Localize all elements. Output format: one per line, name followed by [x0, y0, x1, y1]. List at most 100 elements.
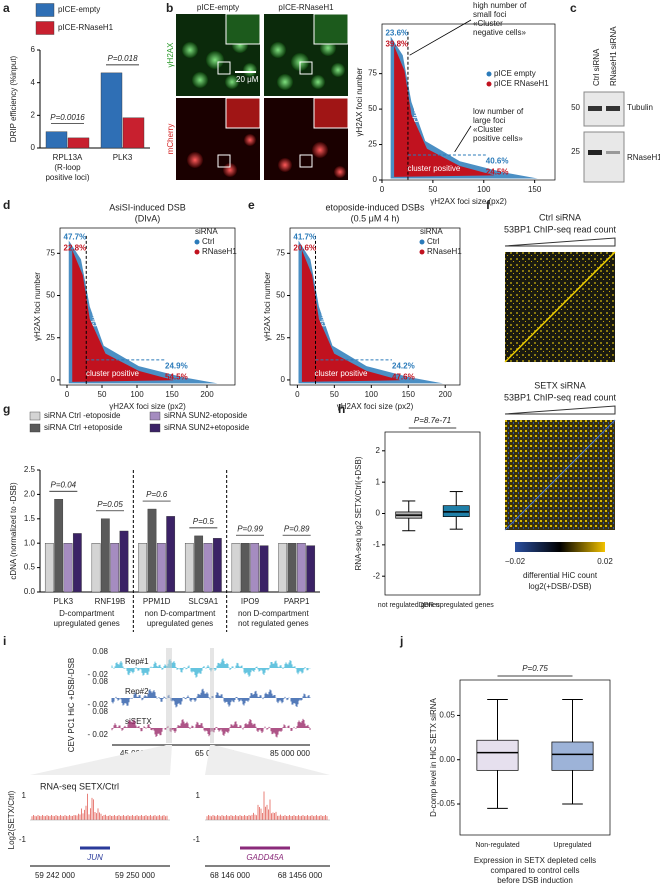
box: [476, 739, 519, 771]
heatmap-subtitle: 53BP1 ChIP-seq read count: [504, 392, 617, 402]
y-tick-label: 25: [276, 333, 285, 342]
x-tick-label: not regulated genes: [378, 602, 440, 609]
region-label: cluster positive: [407, 164, 460, 173]
callout-arrow: [454, 125, 472, 153]
legend-label: RNaseH1: [427, 247, 462, 256]
track-name: Rep#1: [125, 657, 149, 666]
y-axis-label: D-comp level in HiC SETX siRNA: [429, 697, 438, 816]
y-tick-label: 2: [376, 446, 381, 455]
track-tick: - 0.02: [88, 730, 109, 739]
callout-arrow: [409, 19, 472, 56]
bar: [203, 543, 213, 593]
x-tick-label: IPO9: [241, 597, 260, 606]
chart-subtitle: (0.5 μM 4 h): [351, 213, 400, 223]
bar: [119, 530, 129, 593]
panel-label: h: [338, 402, 345, 416]
bar: [72, 533, 82, 593]
zoom-tick: -1: [193, 835, 201, 844]
panel-label: c: [570, 1, 577, 15]
callout: low number of: [473, 107, 524, 116]
legend-swatch: [149, 423, 161, 433]
highlight: [166, 648, 172, 743]
y-axis-label: γH2AX foci number: [33, 272, 42, 341]
category-note: (R-loop: [54, 163, 81, 172]
bar: [147, 508, 157, 593]
row-label: mCherry: [166, 124, 175, 155]
y-tick-label: 2.5: [24, 465, 36, 474]
percentage: 39.8%: [385, 39, 408, 48]
point-cloud: [72, 249, 174, 382]
heatmap-title: SETX siRNA: [534, 380, 586, 390]
track-xtick: 85 000 000: [270, 749, 311, 758]
wedge: [504, 405, 616, 415]
legend-swatch: [29, 423, 41, 433]
x-tick-label: Upregulated: [553, 842, 591, 849]
legend-label: pICE empty: [494, 69, 536, 78]
group-label: non D-compartment: [238, 609, 309, 618]
percentage: 24.5%: [486, 167, 509, 176]
marker-label: 25: [571, 147, 580, 156]
plot-frame: [381, 23, 556, 181]
legend-marker: [194, 249, 200, 255]
zoom-wedge: [205, 745, 330, 775]
y-tick-label: 0: [376, 509, 381, 518]
p-value: P=0.5: [193, 517, 215, 526]
legend-marker: [419, 249, 425, 255]
point-cloud: [298, 240, 443, 384]
heatmap-title: Ctrl siRNA: [539, 212, 581, 222]
y-tick-label: 25: [368, 140, 377, 149]
legend-swatch: [149, 411, 161, 421]
p-value: P=0.05: [97, 500, 123, 509]
y-tick-label: -1: [373, 540, 381, 549]
heatmap-subtitle: 53BP1 ChIP-seq read count: [504, 224, 617, 234]
category-note: positive loci): [45, 173, 89, 182]
region-label: cluster negative: [319, 270, 328, 327]
x-tick-label: 0: [65, 390, 70, 399]
x-tick-label: 50: [428, 185, 437, 194]
legend-label: siRNA Ctrl +etoposide: [44, 423, 123, 432]
zoom-tick: 1: [22, 791, 27, 800]
bar: [306, 545, 316, 593]
callout: «Cluster: [473, 125, 503, 134]
x-tick-label: PLK3: [113, 153, 133, 162]
legend-marker: [486, 81, 492, 87]
bar: [296, 543, 306, 593]
x-axis-label: γH2AX foci size (px2): [109, 402, 186, 411]
callout: «Cluster: [473, 19, 503, 28]
y-axis-label: γH2AX foci number: [355, 67, 364, 136]
x-tick-label: 150: [165, 390, 179, 399]
panel-label: b: [166, 1, 173, 15]
y-tick-label: 75: [276, 248, 285, 257]
y-tick-label: 1: [376, 477, 381, 486]
plot-frame: [289, 227, 461, 386]
legend-title: siRNA: [195, 227, 218, 236]
track-tick: 0.08: [92, 677, 108, 686]
percentage: 24.2%: [392, 361, 415, 370]
bar: [184, 543, 194, 593]
percentage: 22.8%: [64, 244, 87, 253]
y-tick-label: 75: [368, 69, 377, 78]
bar: [259, 545, 269, 593]
rna-seq-signal: [206, 791, 328, 820]
p-value: P=8.7e-71: [414, 416, 451, 425]
bar: [67, 137, 90, 149]
panel-label: d: [3, 198, 10, 212]
marker-label: 50: [571, 103, 580, 112]
callout: high number of: [473, 1, 527, 10]
x-axis-label: before DSB induction: [497, 876, 573, 885]
legend-marker: [419, 239, 425, 245]
zoom-wedge: [30, 745, 172, 775]
x-tick-label: 200: [439, 390, 453, 399]
track-tick: 0.08: [92, 647, 108, 656]
legend-swatch: [35, 21, 55, 35]
y-tick-label: 2: [31, 110, 36, 119]
bar: [240, 543, 250, 593]
x-tick-label: DDR upregulated genes: [419, 602, 495, 609]
bar: [138, 543, 148, 593]
legend-label: Ctrl: [202, 237, 215, 246]
legend-swatch: [29, 411, 41, 421]
x-tick-label: 50: [98, 390, 107, 399]
x-tick-label: 50: [330, 390, 339, 399]
bar: [63, 543, 73, 593]
percentage: 54.5%: [165, 372, 188, 381]
